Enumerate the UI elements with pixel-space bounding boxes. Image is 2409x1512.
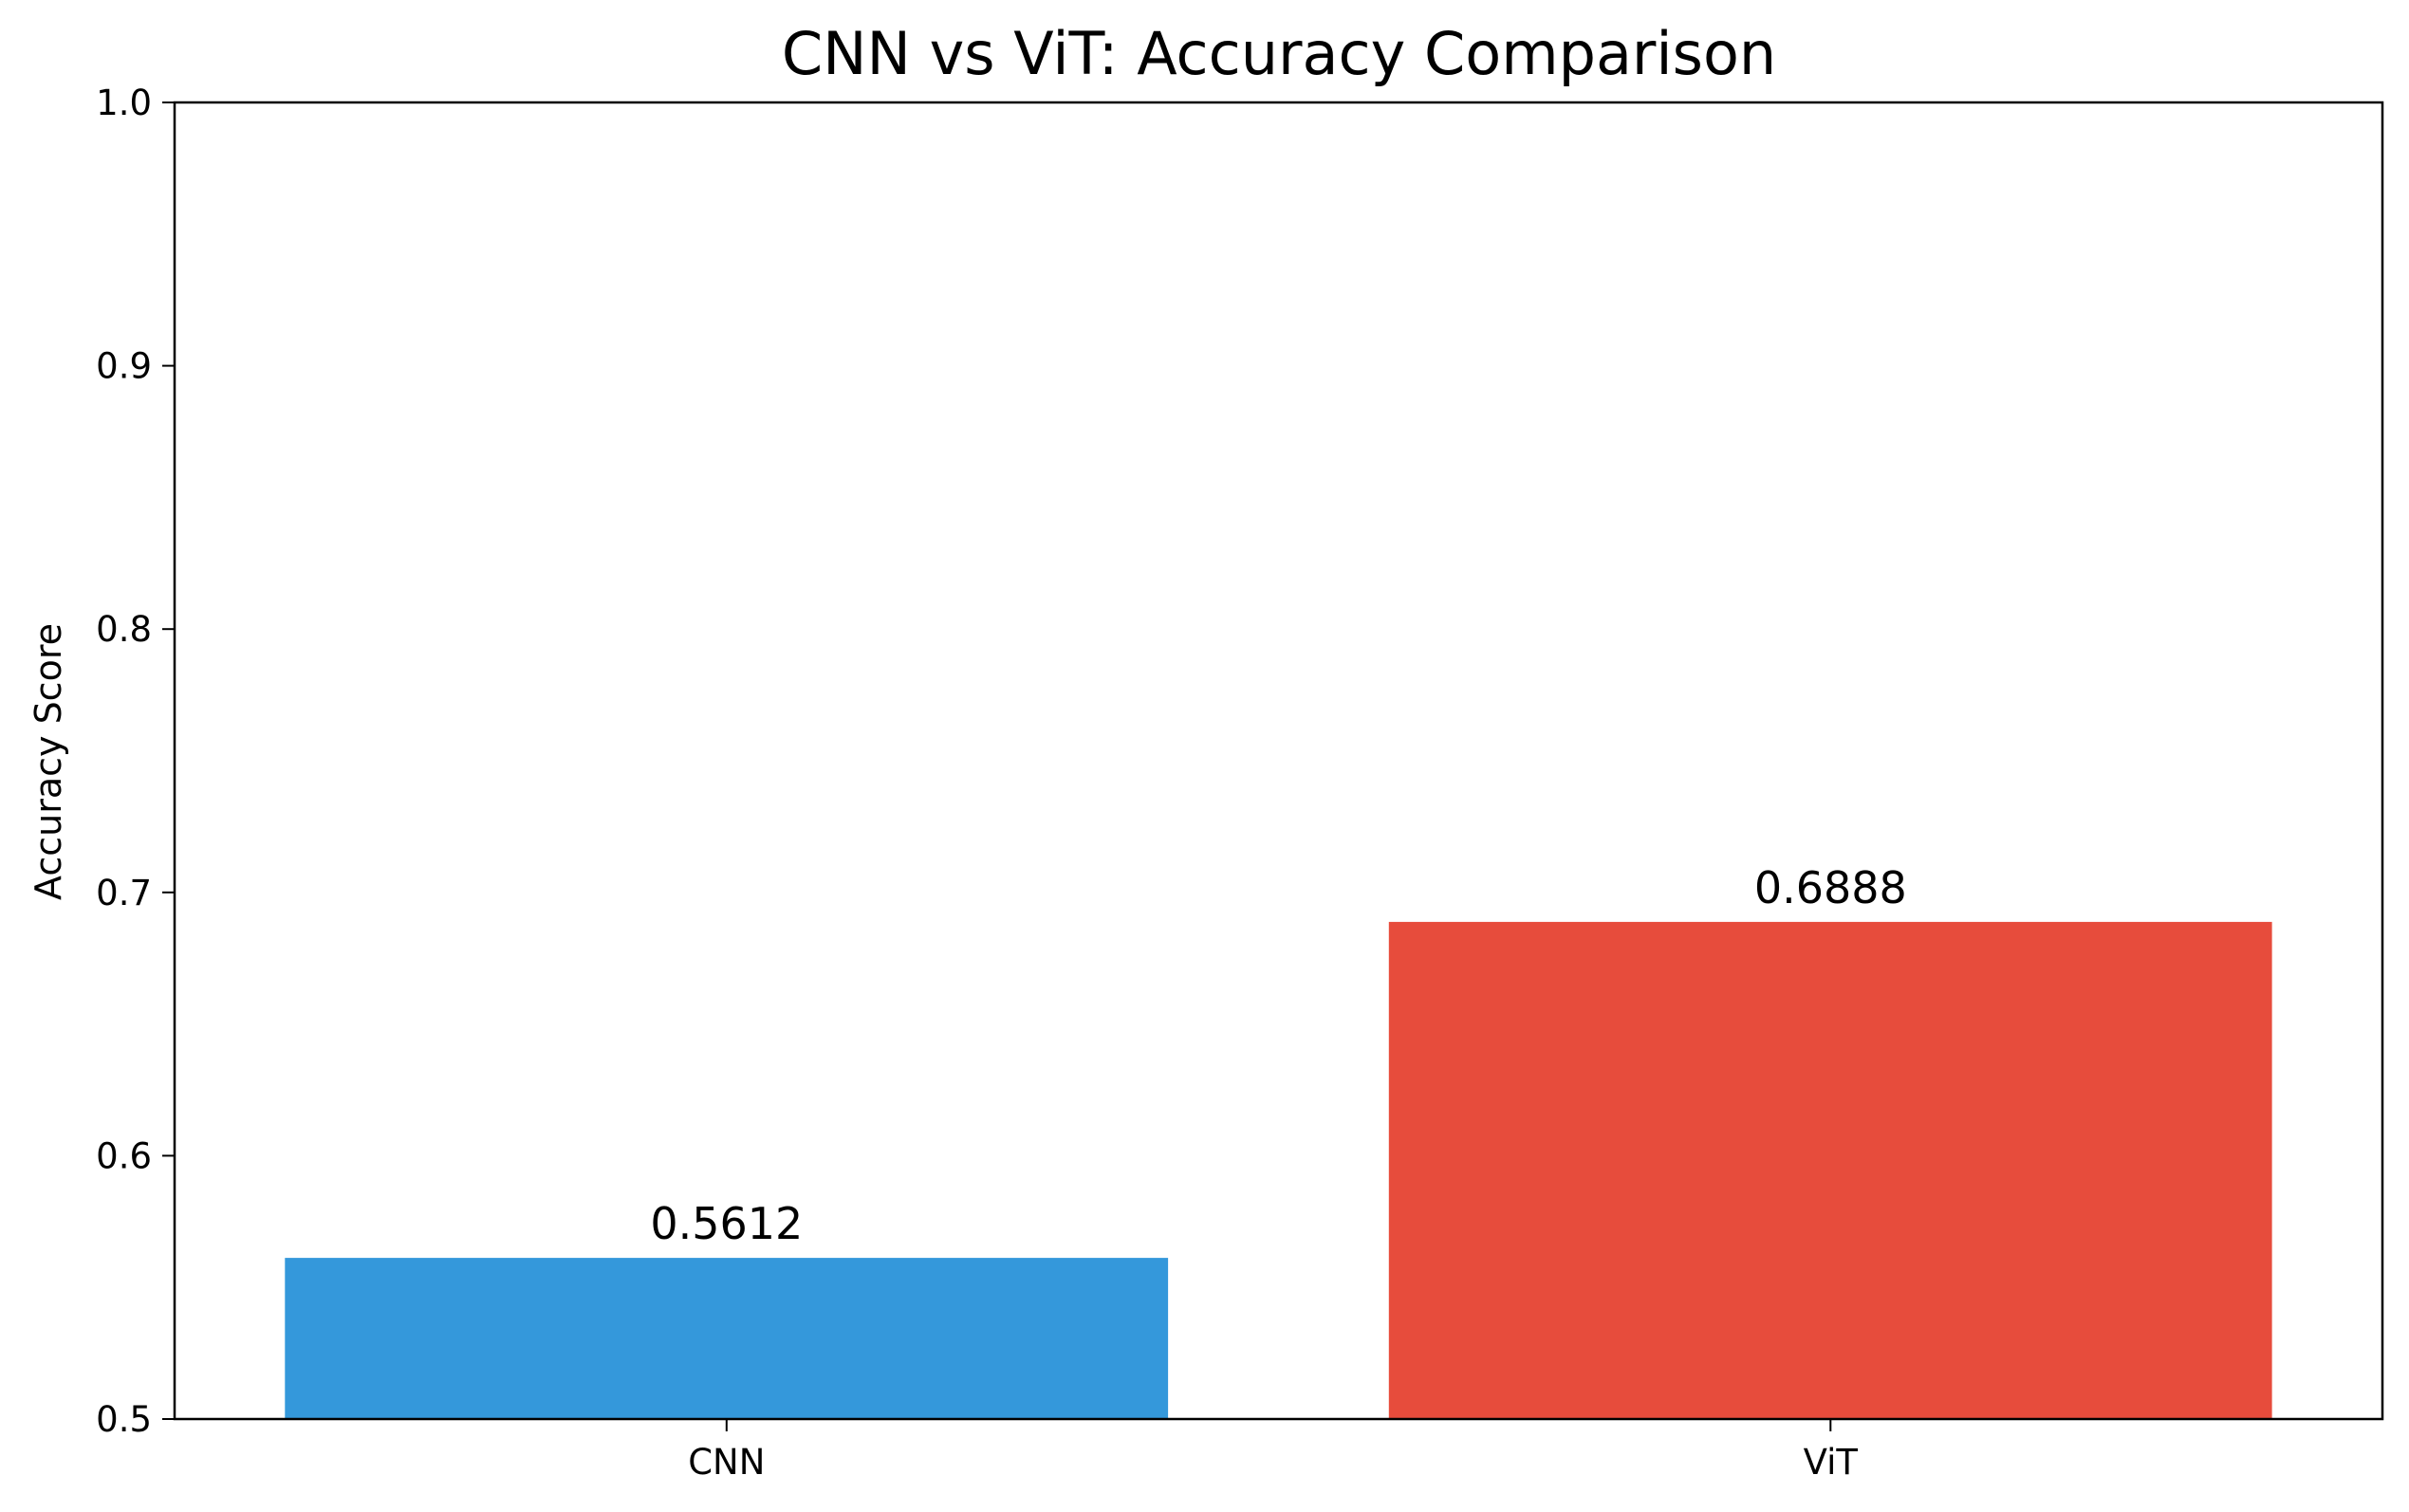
y-tick-label-1: 0.6 (96, 1135, 152, 1176)
plot-frame (173, 101, 2384, 1421)
y-tick-label-5: 1.0 (96, 83, 152, 123)
x-tick-label-vit: ViT (1804, 1442, 1859, 1483)
x-tick-label-cnn: CNN (688, 1442, 765, 1483)
bar-cnn (285, 1258, 1169, 1419)
y-tick-label-3: 0.8 (96, 609, 152, 650)
y-axis-label: Accuracy Score (28, 623, 69, 900)
plot-area: 0.5612 CNN 0.6888 ViT 0.5 0.6 0.7 0.8 0.9 1.0 (96, 83, 2384, 1483)
data-label-vit: 0.6888 (1754, 862, 1907, 913)
bar-vit (1388, 921, 2272, 1419)
y-tick-label-2: 0.7 (96, 873, 152, 913)
data-label-cnn: 0.5612 (650, 1198, 803, 1249)
chart-title: CNN vs ViT: Accuracy Comparison (782, 19, 1776, 88)
y-tick-label-4: 0.9 (96, 346, 152, 387)
y-tick-label-0: 0.5 (96, 1399, 152, 1440)
